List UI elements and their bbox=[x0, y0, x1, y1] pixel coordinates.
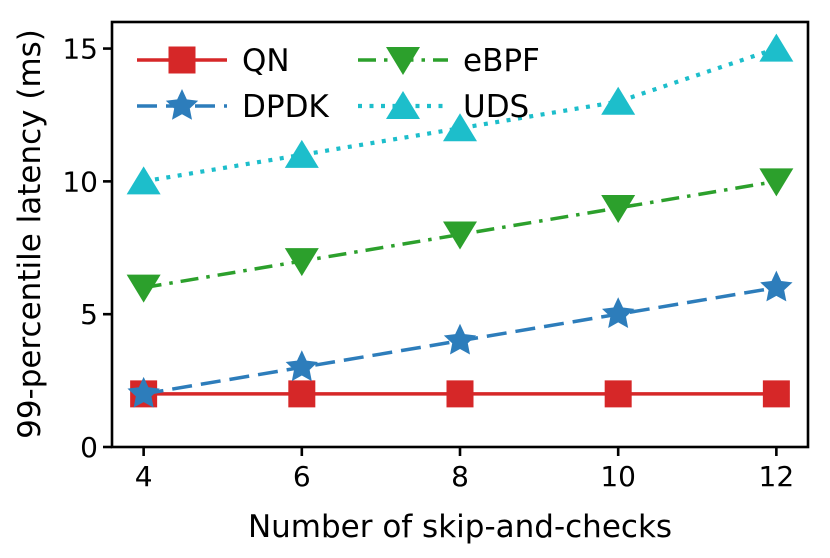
x-tick-label: 10 bbox=[600, 460, 636, 493]
marker-star bbox=[602, 297, 635, 328]
marker-square bbox=[762, 380, 790, 408]
tick-label-layer: 4 6 8 10 12 0 5 10 15 bbox=[62, 33, 794, 493]
marker-star bbox=[165, 89, 199, 120]
series-layer bbox=[126, 33, 794, 408]
marker-square bbox=[168, 46, 196, 74]
x-axis-label: Number of skip-and-checks bbox=[248, 509, 672, 545]
legend: QN DPDK eBPF UDS bbox=[137, 43, 540, 125]
marker-triangle-up bbox=[443, 113, 477, 142]
y-tick-label: 15 bbox=[62, 33, 98, 66]
legend-label-dpdk: DPDK bbox=[242, 89, 329, 125]
marker-triangle-down bbox=[443, 221, 477, 250]
marker-triangle-up bbox=[759, 33, 794, 62]
y-axis-label: 99-percentile latency (ms) bbox=[12, 29, 48, 439]
y-tick-label: 10 bbox=[62, 165, 98, 198]
marker-star bbox=[127, 376, 160, 408]
marker-square bbox=[446, 380, 474, 408]
x-tick-label: 12 bbox=[759, 460, 795, 493]
marker-triangle-down bbox=[126, 274, 161, 303]
legend-label-ebpf: eBPF bbox=[463, 43, 540, 79]
marker-star bbox=[760, 270, 793, 302]
marker-triangle-down bbox=[759, 168, 794, 197]
marker-square bbox=[288, 380, 316, 408]
axes-layer bbox=[103, 20, 810, 456]
x-tick-label: 6 bbox=[293, 460, 311, 493]
y-tick-label: 5 bbox=[80, 298, 98, 331]
marker-triangle-up bbox=[601, 86, 636, 115]
legend-label-uds: UDS bbox=[463, 89, 529, 125]
x-tick-label: 4 bbox=[135, 460, 153, 493]
marker-triangle-down bbox=[284, 248, 319, 277]
marker-triangle-down bbox=[601, 194, 636, 223]
marker-triangle-up bbox=[284, 139, 319, 168]
marker-triangle-down bbox=[386, 47, 420, 75]
x-tick-label: 8 bbox=[451, 460, 469, 493]
series-line-ebpf bbox=[143, 179, 777, 290]
marker-triangle-up bbox=[386, 91, 420, 119]
y-tick-label: 0 bbox=[80, 431, 98, 464]
marker-star bbox=[285, 350, 318, 382]
marker-triangle-up bbox=[126, 166, 161, 195]
marker-star bbox=[443, 323, 477, 355]
legend-label-qn: QN bbox=[242, 43, 290, 79]
series-line-uds bbox=[143, 46, 778, 184]
marker-square bbox=[604, 380, 632, 408]
